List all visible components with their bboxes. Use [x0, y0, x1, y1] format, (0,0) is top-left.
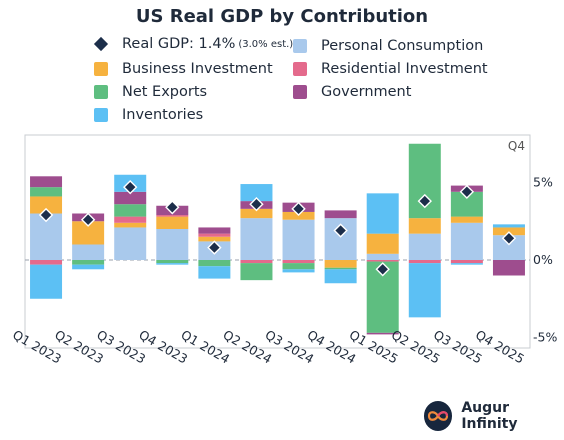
real-gdp-marker [417, 193, 432, 209]
legend-label-real-gdp: Real GDP: 1.4% [122, 36, 236, 52]
bar-segment-business-investment [30, 196, 63, 214]
legend-label-business-investment: Business Investment [122, 61, 273, 77]
real-gdp-marker [333, 223, 348, 238]
bar-segment-government [366, 332, 399, 335]
y-axis-labels: 5% 0% -5% [533, 175, 557, 345]
real-gdp-marker [249, 197, 264, 212]
bar-segment-personal-consumption [156, 229, 189, 260]
quarter-annotation: Q4 [508, 139, 525, 153]
bar-segment-personal-consumption [72, 244, 105, 260]
bar-segment-government [324, 210, 357, 219]
bar-segment-government [114, 191, 147, 205]
bar-segment-net-exports [282, 263, 315, 270]
legend-item-personal-consumption: Personal Consumption [293, 38, 483, 54]
bar-segment-inventories [198, 266, 231, 279]
bar-segment-personal-consumption [114, 227, 147, 260]
bar-segment-net-exports [198, 260, 231, 267]
bar-segment-inventories [282, 269, 315, 273]
legend-label-residential-investment: Residential Investment [321, 61, 488, 77]
bar-segment-net-exports [324, 267, 357, 270]
infinity-logo-icon [424, 401, 453, 431]
bar-segment-inventories [366, 193, 399, 234]
bar-segment-net-exports [30, 187, 63, 197]
bar-segment-inventories [408, 263, 441, 318]
bar-segment-residential-investment [450, 260, 483, 264]
bar-segment-net-exports [114, 204, 147, 217]
bar-segment-personal-consumption [408, 233, 441, 260]
gdp-markers-layer [38, 179, 517, 277]
bar-segment-residential-investment [240, 260, 273, 264]
bar-segment-residential-investment [114, 216, 147, 223]
bar-segment-business-investment [198, 236, 231, 242]
bar-segment-inventories [240, 184, 273, 202]
swatch-business-investment [94, 62, 108, 76]
bar-segment-business-investment [366, 233, 399, 254]
bar-segment-inventories [492, 224, 525, 228]
bar-segment-business-investment [408, 218, 441, 234]
plot-area: Q4 [24, 134, 531, 349]
legend-item-residential-investment: Residential Investment [293, 61, 488, 77]
legend-item-inventories: Inventories [94, 107, 203, 123]
bar-segment-business-investment [450, 216, 483, 223]
bar-segment-net-exports [156, 260, 189, 264]
bar-segment-residential-investment [408, 260, 441, 264]
legend-item-business-investment: Business Investment [94, 61, 273, 77]
legend-label-inventories: Inventories [122, 107, 204, 123]
bar-segment-residential-investment [30, 260, 63, 265]
legend-item-government: Government [293, 84, 411, 100]
bar-segment-residential-investment [282, 260, 315, 264]
bar-segment-net-exports [240, 263, 273, 281]
swatch-residential-investment [293, 62, 307, 76]
bar-segment-inventories [450, 263, 483, 265]
swatch-inventories [94, 108, 108, 122]
legend-item-real-gdp: Real GDP: 1.4% (3.0% est.) [93, 36, 294, 52]
bar-segment-government [198, 227, 231, 234]
y-tick-label: 0% [533, 252, 553, 267]
bar-segment-business-investment [156, 216, 189, 229]
real-gdp-marker [80, 212, 96, 227]
bar-segment-inventories [72, 264, 105, 270]
bar-segment-residential-investment [366, 260, 399, 262]
chart-title: US Real GDP by Contribution [135, 6, 429, 27]
legend-note-real-gdp: (3.0% est.) [238, 38, 294, 50]
swatch-personal-consumption [293, 39, 307, 53]
real-gdp-marker [501, 231, 517, 246]
bar-segment-personal-consumption [240, 218, 273, 260]
real-gdp-marker [38, 207, 54, 223]
bar-segment-business-investment [72, 221, 105, 245]
legend: Real GDP: 1.4% (3.0% est.) Personal Cons… [0, 0, 564, 130]
brand: Augur Infinity [424, 400, 564, 432]
real-gdp-marker [375, 262, 390, 277]
bar-segment-personal-consumption [450, 222, 483, 260]
bar-segment-business-investment [324, 260, 357, 268]
bar-segment-inventories [324, 269, 357, 284]
legend-label-net-exports: Net Exports [122, 84, 208, 100]
swatch-government [293, 85, 307, 99]
real-gdp-marker [291, 201, 306, 217]
bar-segment-business-investment [114, 222, 147, 228]
bar-segment-residential-investment [198, 233, 231, 237]
real-gdp-marker [459, 184, 475, 199]
bar-segment-business-investment [240, 208, 273, 219]
bar-segment-personal-consumption [282, 219, 315, 260]
bar-segment-net-exports [72, 260, 105, 265]
real-gdp-marker [123, 179, 138, 195]
legend-label-personal-consumption: Personal Consumption [321, 38, 484, 54]
legend-item-net-exports: Net Exports [94, 84, 207, 100]
swatch-net-exports [94, 85, 108, 99]
plot-frame [24, 134, 531, 349]
bar-segment-personal-consumption [366, 253, 399, 260]
y-tick-label: -5% [533, 330, 557, 345]
real-gdp-marker [207, 240, 222, 255]
bar-segment-government [30, 176, 63, 188]
bar-segment-inventories [30, 264, 63, 299]
legend-label-government: Government [321, 84, 412, 100]
y-tick-label: 5% [533, 175, 553, 190]
brand-name: Augur Infinity [461, 400, 518, 432]
bar-segment-government [492, 260, 525, 276]
bar-segment-residential-investment [156, 215, 189, 217]
real-gdp-marker [165, 200, 180, 215]
bar-segment-inventories [156, 263, 189, 265]
